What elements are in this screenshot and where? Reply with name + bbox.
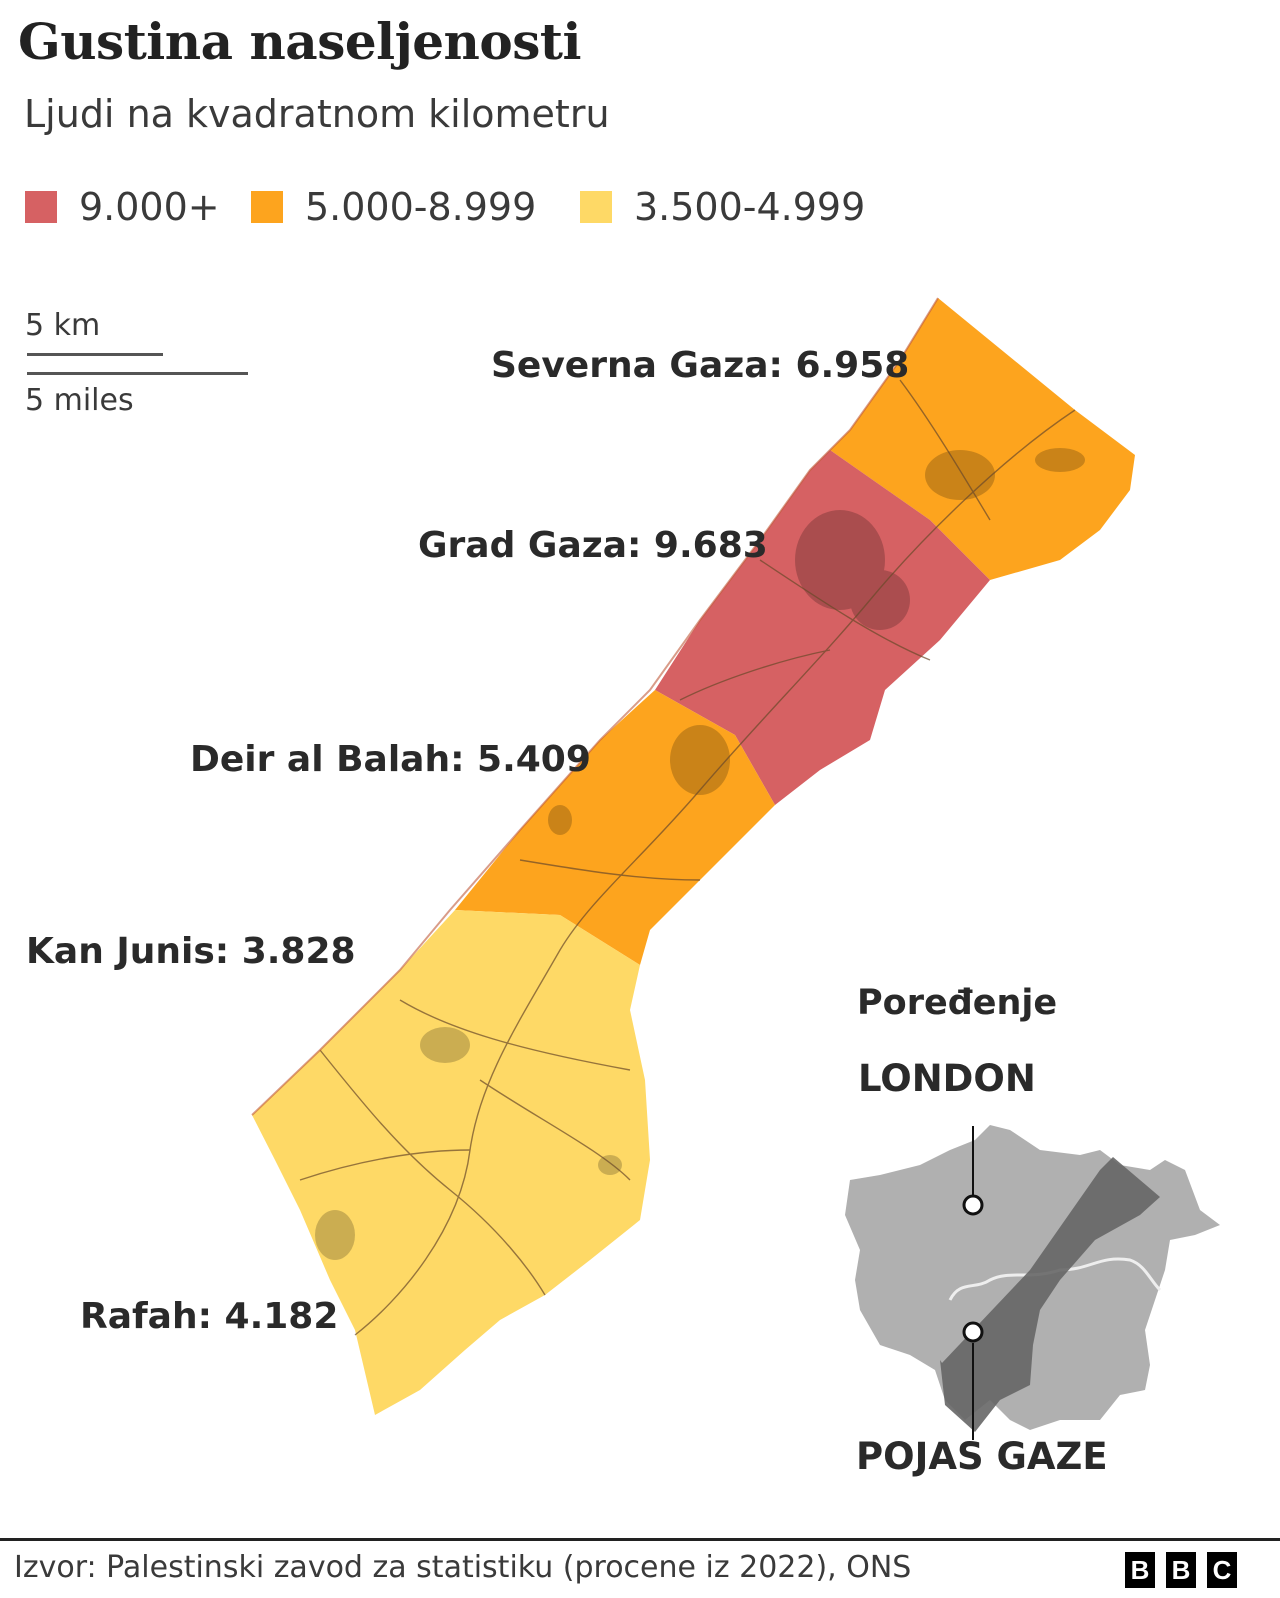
london-marker — [962, 1194, 984, 1216]
region-north-gaza — [830, 298, 1135, 580]
legend-swatch — [251, 191, 283, 223]
label-deir-al-balah: Deir al Balah: 5.409 — [190, 739, 591, 780]
scale-km-bar — [27, 353, 163, 356]
legend-label: 5.000-8.999 — [305, 185, 537, 229]
scale-miles-bar — [27, 372, 248, 375]
gaza-strip-map — [251, 297, 1135, 1415]
gaza-strip-label: POJAS GAZE — [856, 1435, 1108, 1478]
legend-label: 3.500-4.999 — [634, 185, 866, 229]
london-label: LONDON — [858, 1057, 1036, 1100]
legend-item-5000: 5.000-8.999 — [251, 185, 536, 229]
scale-km-label: 5 km — [25, 308, 101, 343]
legend-item-9000: 9.000+ — [25, 185, 220, 229]
london-comparison-map — [845, 1125, 1220, 1440]
source-note: Izvor: Palestinski zavod za statistiku (… — [14, 1550, 912, 1585]
legend-swatch — [580, 191, 612, 223]
legend-swatch — [25, 191, 57, 223]
comparison-heading: Poređenje — [857, 983, 1058, 1023]
label-rafah: Rafah: 4.182 — [80, 1296, 339, 1337]
bbc-logo-b1: B — [1125, 1552, 1155, 1588]
label-gaza-city: Grad Gaza: 9.683 — [418, 525, 768, 566]
gaza-overlay — [940, 1157, 1160, 1432]
bbc-logo-c: C — [1207, 1552, 1237, 1588]
gaza-marker — [962, 1321, 984, 1343]
region-khan-yunis-rafah — [252, 910, 650, 1415]
urban-areas — [315, 448, 1085, 1260]
bbc-logo-b2: B — [1166, 1552, 1196, 1588]
label-khan-yunis: Kan Junis: 3.828 — [26, 931, 356, 972]
region-deir-al-balah — [455, 690, 775, 965]
roads — [299, 379, 1076, 1336]
chart-title: Gustina naseljenosti — [18, 12, 582, 71]
gaza-coastline — [251, 297, 939, 1116]
legend-item-3500: 3.500-4.999 — [580, 185, 865, 229]
region-gaza-city — [655, 450, 990, 805]
scale-miles-label: 5 miles — [25, 383, 134, 418]
label-north-gaza: Severna Gaza: 6.958 — [491, 345, 910, 386]
chart-subtitle: Ljudi na kvadratnom kilometru — [24, 92, 610, 136]
footer-divider — [0, 1538, 1280, 1541]
legend-label: 9.000+ — [79, 185, 220, 229]
